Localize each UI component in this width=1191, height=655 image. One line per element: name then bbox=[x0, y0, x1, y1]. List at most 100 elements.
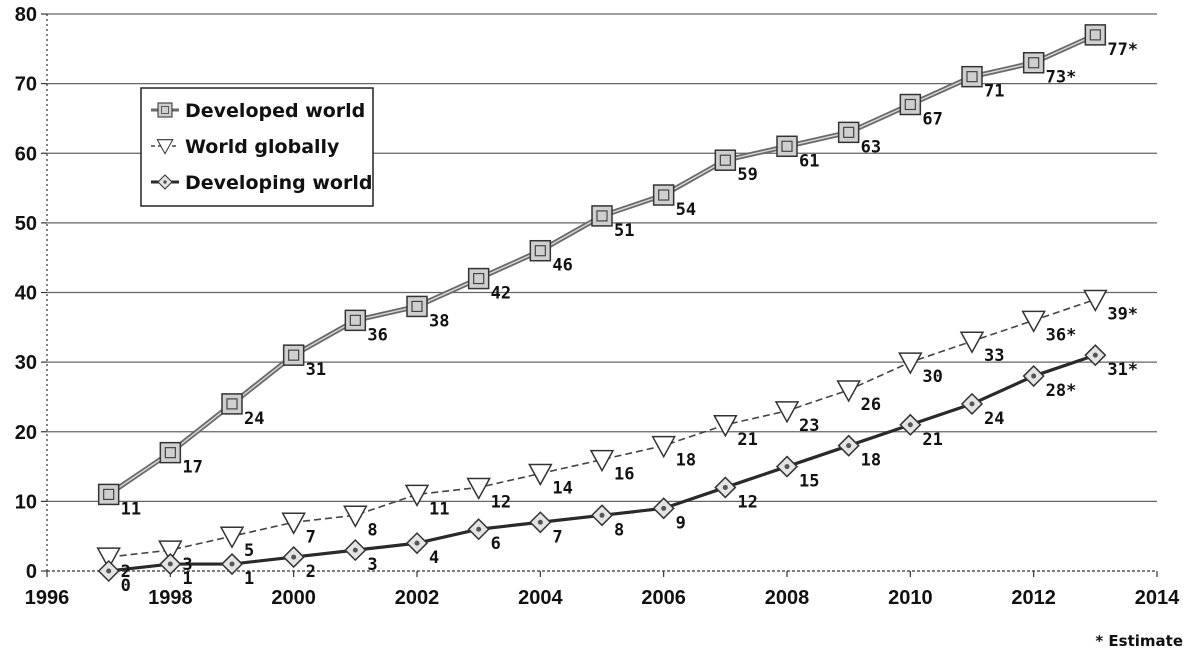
data-point-world-globally bbox=[1083, 289, 1108, 313]
estimate-note: * Estimate bbox=[1095, 632, 1183, 650]
data-label-world-globally: 11 bbox=[429, 499, 449, 519]
data-point-developed-world bbox=[899, 93, 922, 116]
data-label-developed-world: 38 bbox=[429, 311, 449, 331]
x-tick-label: 1998 bbox=[148, 587, 193, 609]
data-label-developed-world: 36 bbox=[367, 325, 387, 345]
legend-marker-developed-world bbox=[157, 102, 173, 118]
x-tick-label: 2002 bbox=[395, 587, 440, 609]
data-label-developing-world: 1 bbox=[182, 569, 192, 589]
data-label-world-globally: 39* bbox=[1107, 304, 1138, 324]
data-point-world-globally bbox=[528, 463, 553, 487]
data-label-developed-world: 51 bbox=[614, 221, 634, 241]
data-point-developing-world bbox=[467, 518, 490, 541]
data-label-world-globally: 12 bbox=[491, 492, 511, 512]
data-label-developing-world: 1 bbox=[244, 569, 254, 589]
data-point-developing-world bbox=[899, 413, 922, 436]
x-tick-label: 2008 bbox=[765, 587, 810, 609]
data-label-developed-world: 24 bbox=[244, 409, 264, 429]
data-point-developing-world bbox=[97, 559, 120, 583]
data-label-world-globally: 23 bbox=[799, 416, 819, 436]
legend-marker-world-globally bbox=[156, 139, 174, 155]
data-point-developed-world bbox=[652, 184, 675, 206]
data-label-world-globally: 36* bbox=[1046, 325, 1077, 345]
data-point-developing-world bbox=[405, 532, 429, 555]
data-point-developing-world bbox=[837, 434, 860, 457]
data-point-world-globally bbox=[713, 415, 738, 438]
data-point-world-globally bbox=[959, 331, 985, 354]
data-point-developed-world bbox=[1022, 51, 1045, 74]
data-label-developing-world: 6 bbox=[491, 534, 501, 554]
data-point-developing-world bbox=[775, 455, 799, 478]
data-label-developing-world: 12 bbox=[737, 492, 757, 512]
data-label-developing-world: 2 bbox=[306, 562, 316, 582]
data-point-world-globally bbox=[774, 401, 800, 424]
data-label-developed-world: 31 bbox=[306, 360, 326, 380]
data-point-developing-world bbox=[652, 497, 675, 520]
legend-label-developed-world: Developed world bbox=[185, 100, 365, 122]
data-label-world-globally: 18 bbox=[676, 451, 696, 471]
data-point-developed-world bbox=[837, 121, 860, 144]
data-point-world-globally bbox=[589, 449, 615, 473]
data-label-developed-world: 46 bbox=[552, 256, 572, 276]
data-label-developed-world: 54 bbox=[676, 200, 696, 220]
data-point-world-globally bbox=[404, 484, 430, 507]
data-label-developing-world: 0 bbox=[121, 576, 131, 596]
data-point-developing-world bbox=[960, 392, 984, 415]
data-label-developed-world: 42 bbox=[491, 284, 511, 304]
data-point-developed-world bbox=[961, 65, 983, 88]
x-tick-label: 2014 bbox=[1135, 587, 1180, 609]
x-tick-label: 2000 bbox=[271, 587, 316, 609]
data-label-developed-world: 59 bbox=[737, 165, 757, 185]
data-label-developed-world: 71 bbox=[984, 82, 1004, 102]
data-label-developing-world: 31* bbox=[1107, 360, 1138, 380]
data-label-world-globally: 14 bbox=[552, 479, 572, 499]
data-label-developing-world: 15 bbox=[799, 472, 819, 492]
data-label-developing-world: 9 bbox=[676, 513, 686, 533]
data-point-developed-world bbox=[282, 344, 305, 366]
y-tick-label: 0 bbox=[26, 561, 37, 583]
data-point-world-globally bbox=[343, 505, 368, 528]
y-tick-label: 60 bbox=[15, 143, 37, 165]
data-point-developed-world bbox=[97, 483, 120, 506]
series-line-world-globally bbox=[108, 298, 1096, 558]
x-tick-label: 1996 bbox=[25, 587, 70, 609]
series-group bbox=[96, 24, 1108, 583]
data-point-developing-world bbox=[282, 546, 305, 569]
y-tick-label: 20 bbox=[15, 422, 37, 444]
x-tick-label: 2004 bbox=[518, 587, 563, 609]
data-label-developed-world: 11 bbox=[121, 499, 141, 519]
data-point-developed-world bbox=[591, 205, 613, 227]
legend: Developed world World globally Developing … bbox=[140, 87, 374, 207]
data-label-developed-world: 77* bbox=[1107, 40, 1138, 60]
legend-marker-developing-world bbox=[157, 174, 173, 190]
data-point-developing-world bbox=[220, 552, 244, 576]
data-point-developing-world bbox=[590, 504, 614, 527]
data-label-developing-world: 18 bbox=[861, 451, 881, 471]
data-label-developed-world: 73* bbox=[1046, 68, 1077, 88]
data-point-world-globally bbox=[158, 540, 183, 563]
x-tick-label: 2012 bbox=[1011, 587, 1056, 609]
data-label-developing-world: 3 bbox=[367, 555, 377, 575]
legend-label-world-globally: World globally bbox=[185, 136, 340, 158]
data-label-world-globally: 7 bbox=[306, 527, 316, 547]
data-point-developed-world bbox=[221, 393, 243, 415]
data-label-world-globally: 16 bbox=[614, 465, 634, 485]
data-label-world-globally: 2 bbox=[121, 562, 131, 582]
data-label-developed-world: 63 bbox=[861, 137, 881, 157]
data-point-developing-world bbox=[529, 511, 552, 534]
data-label-world-globally: 26 bbox=[861, 395, 881, 415]
data-label-world-globally: 8 bbox=[367, 520, 377, 540]
data-point-world-globally bbox=[96, 547, 121, 570]
data-point-world-globally bbox=[1021, 310, 1046, 333]
data-point-world-globally bbox=[466, 477, 491, 501]
data-point-developing-world bbox=[344, 539, 367, 562]
data-label-world-globally: 5 bbox=[244, 541, 254, 561]
data-point-developing-world bbox=[159, 552, 182, 576]
data-label-world-globally: 3 bbox=[182, 555, 192, 575]
data-point-world-globally bbox=[219, 526, 245, 549]
data-label-developing-world: 21 bbox=[922, 430, 942, 450]
